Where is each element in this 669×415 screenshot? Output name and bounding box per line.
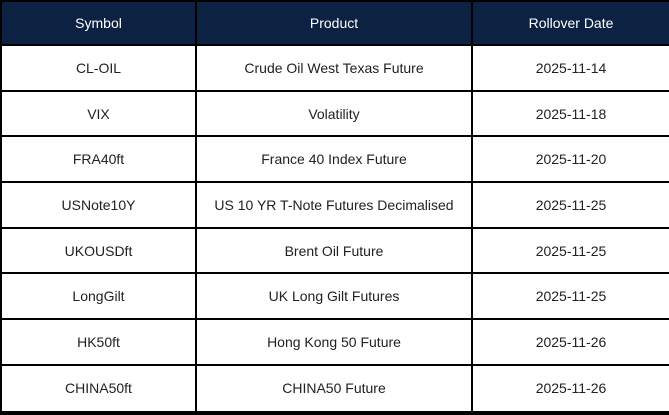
rollover-date-cell: 2025-11-25 xyxy=(471,272,669,321)
symbol-cell: VIX xyxy=(0,89,197,138)
header-cell-symbol: Symbol xyxy=(0,0,197,46)
header-cell-product: Product xyxy=(195,0,473,46)
table-row: HK50ft Hong Kong 50 Future 2025-11-26 xyxy=(0,318,669,366)
header-cell-rollover-date: Rollover Date xyxy=(471,0,669,46)
product-cell: Hong Kong 50 Future xyxy=(195,318,473,366)
symbol-cell: USNote10Y xyxy=(0,181,197,229)
rollover-date-cell: 2025-11-26 xyxy=(471,363,669,415)
rollover-date-cell: 2025-11-25 xyxy=(471,226,669,275)
table-row: FRA40ft France 40 Index Future 2025-11-20 xyxy=(0,135,669,184)
product-cell: CHINA50 Future xyxy=(195,363,473,415)
table-row: CL-OIL Crude Oil West Texas Future 2025-11… xyxy=(0,44,669,92)
table-row: CHINA50ft CHINA50 Future 2025-11-26 xyxy=(0,363,669,415)
symbol-cell: FRA40ft xyxy=(0,135,197,184)
table-row: VIX Volatility 2025-11-18 xyxy=(0,89,669,138)
rollover-date-cell: 2025-11-25 xyxy=(471,181,669,229)
product-cell: Brent Oil Future xyxy=(195,226,473,275)
table-body: CL-OIL Crude Oil West Texas Future 2025-11… xyxy=(0,44,669,415)
symbol-cell: HK50ft xyxy=(0,318,197,366)
product-cell: Crude Oil West Texas Future xyxy=(195,44,473,92)
rollover-date-cell: 2025-11-14 xyxy=(471,44,669,92)
header-row: Symbol Product Rollover Date xyxy=(0,0,669,46)
product-cell: UK Long Gilt Futures xyxy=(195,272,473,321)
rollover-date-cell: 2025-11-18 xyxy=(471,89,669,138)
symbol-cell: CL-OIL xyxy=(0,44,197,92)
table-row: USNote10Y US 10 YR T-Note Futures Decimal… xyxy=(0,181,669,229)
table-row: LongGilt UK Long Gilt Futures 2025-11-25 xyxy=(0,272,669,321)
rollover-date-cell: 2025-11-26 xyxy=(471,318,669,366)
symbol-cell: UKOUSDft xyxy=(0,226,197,275)
symbol-cell: LongGilt xyxy=(0,272,197,321)
table-header: Symbol Product Rollover Date xyxy=(0,0,669,46)
rollover-date-cell: 2025-11-20 xyxy=(471,135,669,184)
symbol-cell: CHINA50ft xyxy=(0,363,197,415)
table-row: UKOUSDft Brent Oil Future 2025-11-25 xyxy=(0,226,669,275)
product-cell: US 10 YR T-Note Futures Decimalised xyxy=(195,181,473,229)
product-cell: France 40 Index Future xyxy=(195,135,473,184)
product-cell: Volatility xyxy=(195,89,473,138)
